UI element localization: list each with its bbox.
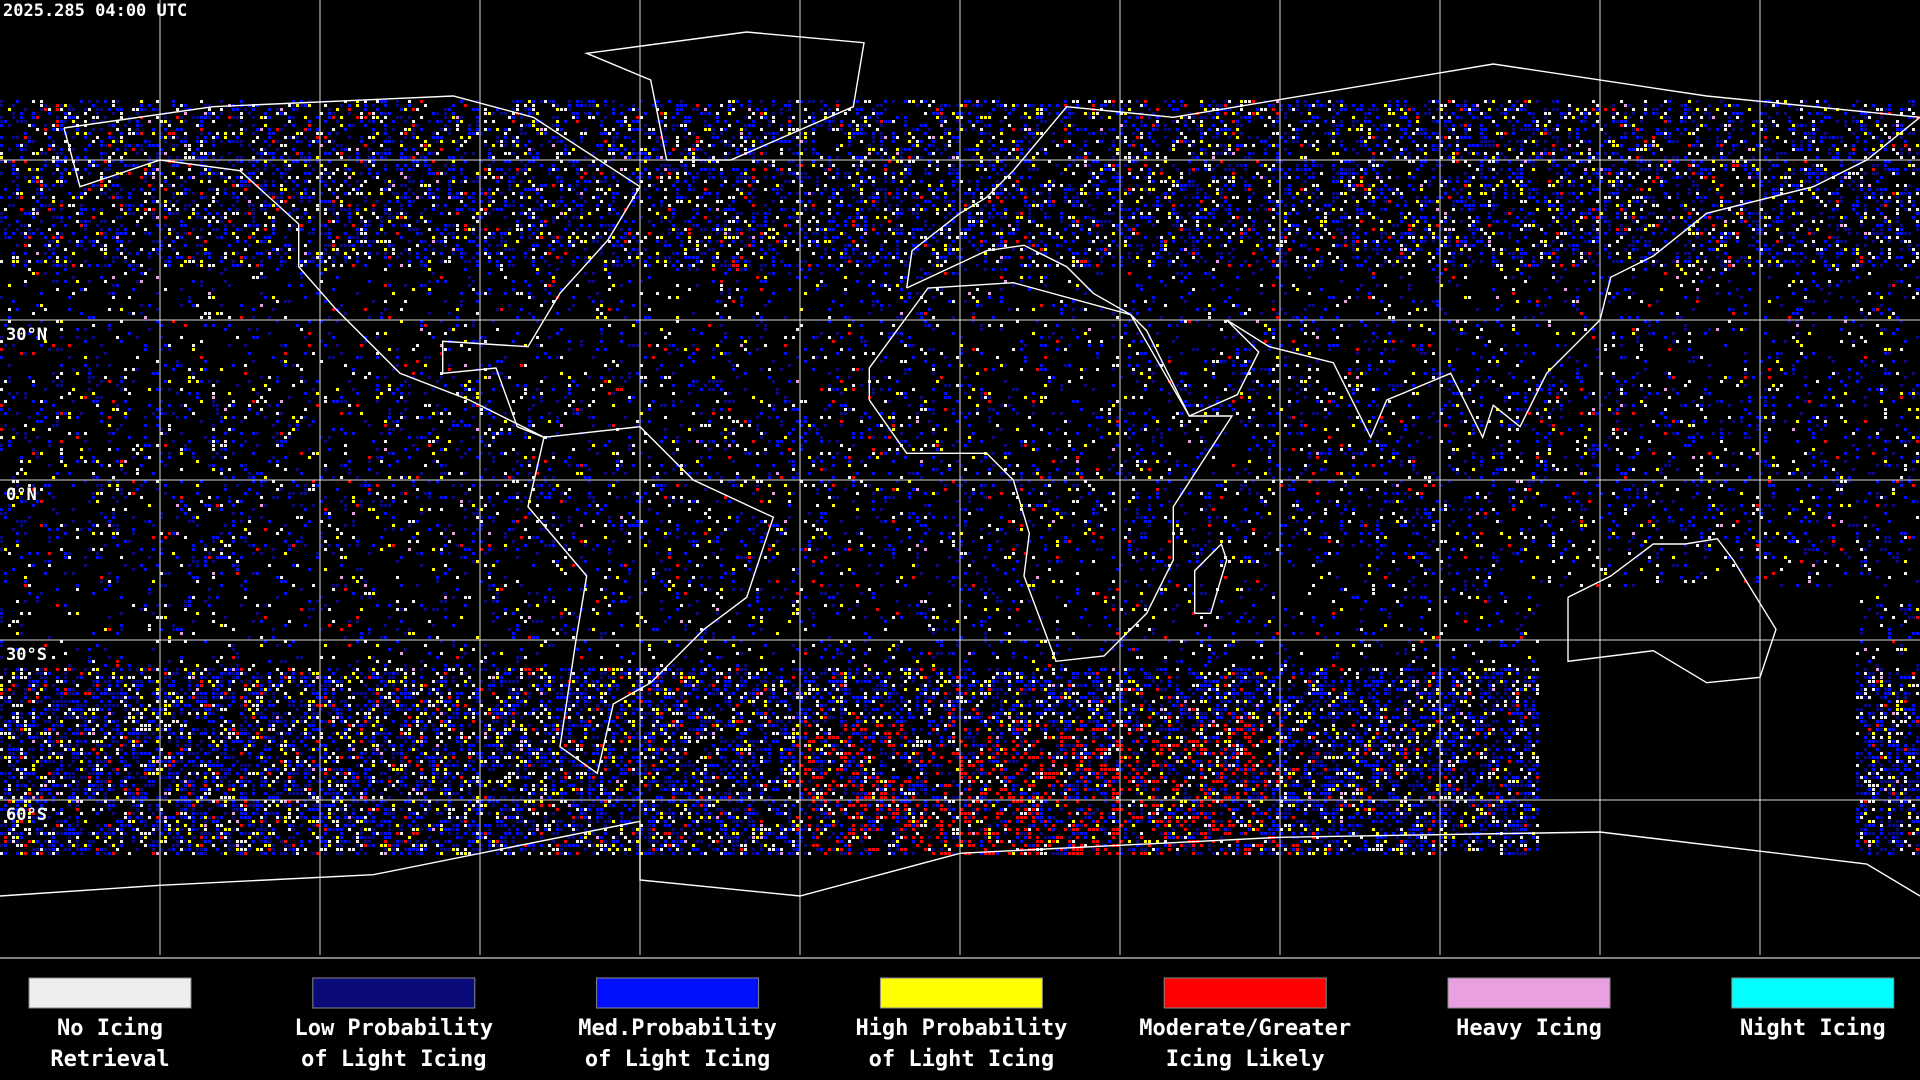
latitude-label: 30°S — [6, 645, 47, 665]
legend-swatch — [879, 977, 1043, 1009]
legend-label: Moderate/Greater — [1139, 1016, 1351, 1041]
legend-swatch — [1731, 977, 1895, 1009]
legend-label: High Probability — [855, 1016, 1067, 1041]
coastline — [63, 95, 641, 438]
coastline — [1194, 542, 1228, 614]
graticule — [0, 0, 1920, 959]
labels: 2025.285 04:00 UTC 30°N 0°N 30°S 60°S — [3, 1, 187, 825]
coastline — [906, 63, 1920, 440]
coastline — [1567, 537, 1777, 684]
coastline — [527, 425, 775, 775]
legend-label: Night Icing — [1740, 1016, 1886, 1041]
legend: No Icing Retrieval Low Probability of Light… — [28, 977, 1895, 1072]
latitude-label: 0°N — [6, 485, 37, 505]
latitude-label: 60°S — [6, 805, 47, 825]
legend-label: No Icing — [57, 1016, 163, 1041]
coastline — [868, 281, 1234, 663]
legend-label: Icing Likely — [1166, 1047, 1325, 1072]
legend-swatch — [1163, 977, 1327, 1009]
timestamp: 2025.285 04:00 UTC — [3, 1, 187, 21]
legend-label: Low Probability — [294, 1016, 493, 1041]
legend-swatch — [312, 977, 476, 1009]
legend-label: of Light Icing — [585, 1047, 770, 1072]
legend-label: Med.Probability — [578, 1016, 777, 1041]
latitude-label: 30°N — [6, 325, 47, 345]
legend-swatch — [1447, 977, 1611, 1009]
legend-label: Retrieval — [50, 1047, 169, 1072]
legend-label: of Light Icing — [301, 1047, 486, 1072]
legend-swatch — [596, 977, 760, 1009]
legend-label: of Light Icing — [869, 1047, 1054, 1072]
legend-swatch — [28, 977, 192, 1009]
legend-label: Heavy Icing — [1456, 1016, 1602, 1041]
